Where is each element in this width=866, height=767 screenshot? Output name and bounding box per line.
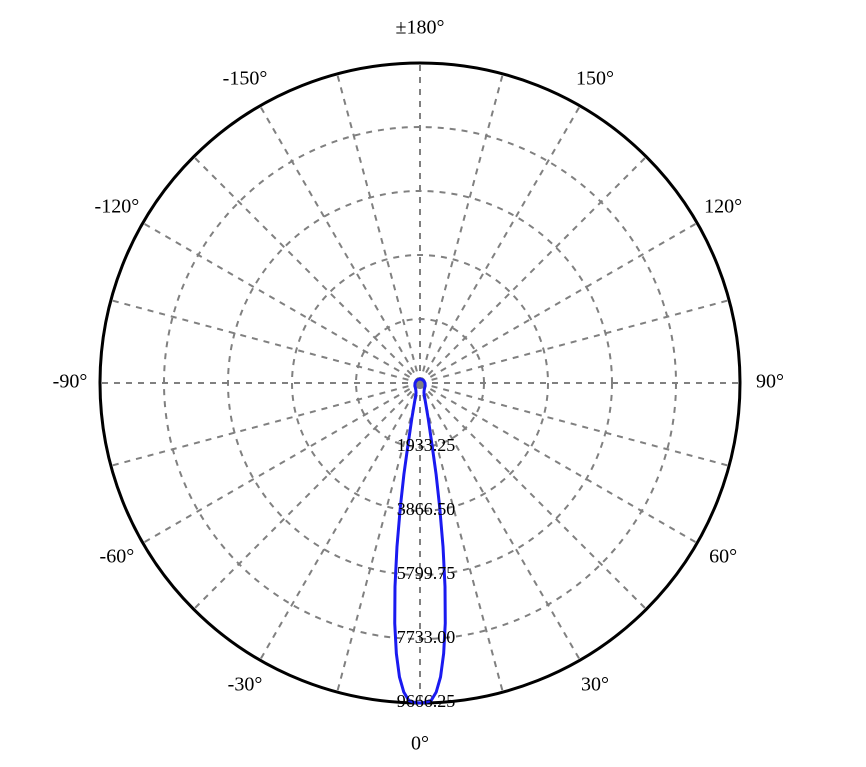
angle-label: 60°	[709, 546, 737, 568]
radial-label: 9666.25	[397, 691, 456, 711]
angle-label: 120°	[704, 196, 742, 218]
radial-label: 7733.00	[397, 627, 456, 647]
angle-label: -120°	[95, 196, 140, 218]
angle-label: -60°	[100, 546, 135, 568]
radial-label: 3866.50	[397, 499, 456, 519]
angle-label: ±180°	[396, 17, 445, 39]
polar-chart-container: 0° 30° 60° 90° 120° 150° ±180° -150° -120° -90° -6…	[0, 0, 866, 767]
polar-chart-svg: 0° 30° 60° 90° 120° 150° ±180° -150° -120° -90° -6…	[0, 0, 866, 767]
angle-label: 150°	[576, 67, 614, 89]
angle-label: 90°	[756, 371, 784, 393]
angle-label: 0°	[411, 733, 429, 755]
angle-label: -30°	[228, 674, 263, 696]
angle-label: 30°	[581, 674, 609, 696]
radial-label: 1933.25	[397, 435, 456, 455]
radial-label: 5799.75	[397, 563, 456, 583]
angle-label: -150°	[223, 67, 268, 89]
angle-label: -90°	[53, 371, 88, 393]
